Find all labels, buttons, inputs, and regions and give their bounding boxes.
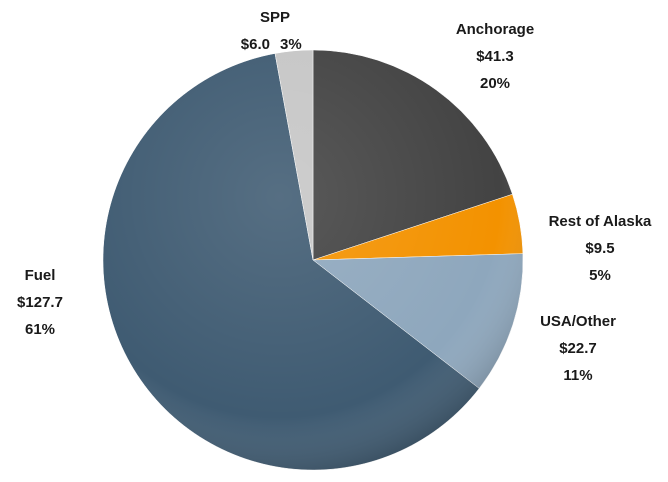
category-label: USA/Other: [540, 313, 616, 330]
percent-label: 61%: [25, 321, 55, 338]
value-label: $22.7: [559, 340, 597, 357]
category-label: SPP: [260, 9, 290, 26]
value-label: $41.3: [476, 48, 514, 65]
percent-label: 3%: [280, 36, 302, 53]
percent-label: 5%: [589, 267, 611, 284]
pie: [102, 49, 524, 471]
labels: Anchorage $41.3 20% Rest of Alaska $9.5 5% USA…: [17, 9, 652, 384]
percent-label: 11%: [563, 367, 592, 384]
category-label: Fuel: [25, 267, 56, 284]
category-label: Anchorage: [456, 21, 534, 38]
value-label: $127.7: [17, 294, 63, 311]
category-label: Rest of Alaska: [549, 213, 652, 230]
value-label: $6.0: [241, 36, 270, 53]
percent-label: 20%: [480, 75, 510, 92]
value-label: $9.5: [585, 240, 614, 257]
